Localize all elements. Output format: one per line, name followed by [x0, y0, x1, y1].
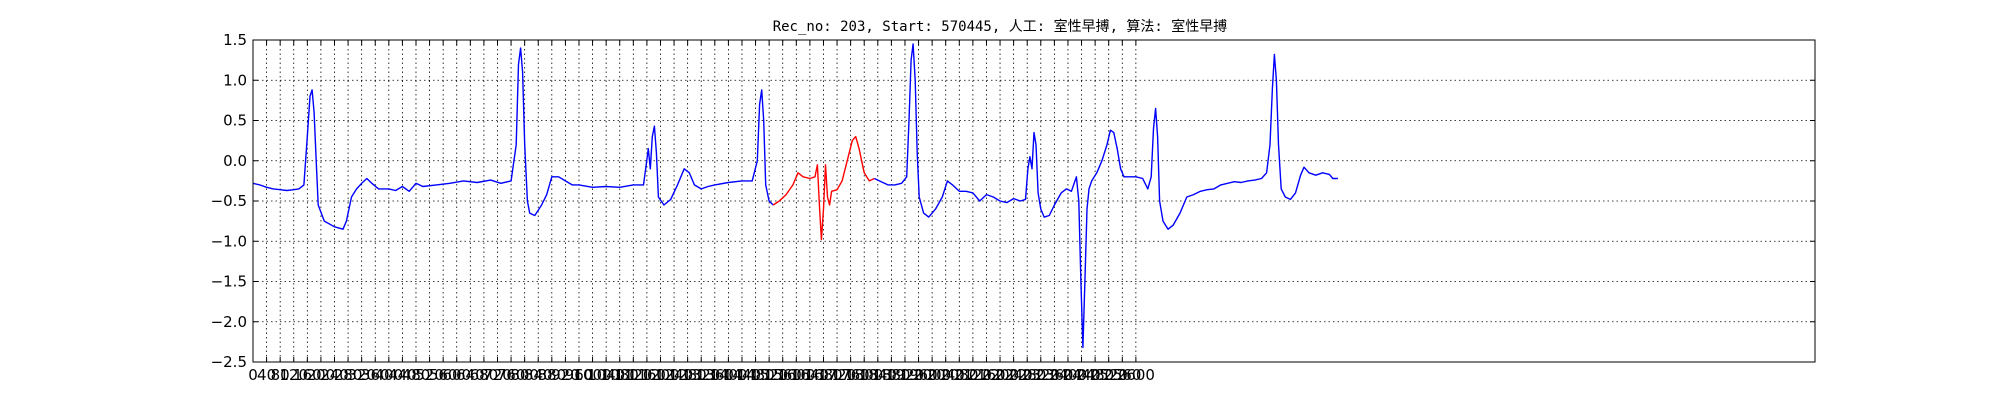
- x-tick-label: 640: [456, 366, 485, 384]
- x-tick-label: 720: [483, 366, 512, 384]
- chart-title: Rec_no: 203, Start: 570445, 人工: 室性早搏, 算法…: [772, 19, 1228, 35]
- grid-lines: [253, 40, 1815, 362]
- x-tick-label: 1480: [736, 366, 774, 384]
- x-tick-label: 200: [307, 366, 336, 384]
- x-tick-label: 1680: [804, 366, 842, 384]
- x-tick-label: 1920: [886, 366, 924, 384]
- x-tick-label: 1400: [709, 366, 747, 384]
- x-tick-label: 2120: [954, 366, 992, 384]
- x-tick-label: 360: [361, 366, 390, 384]
- series-group: [252, 43, 1338, 349]
- x-tick-label: 1240: [655, 366, 693, 384]
- x-tick-label: 2440: [1062, 366, 1100, 384]
- x-tick-label: 520: [415, 366, 444, 384]
- x-tick-label: 920: [551, 366, 580, 384]
- x-tick-label: 1360: [696, 366, 734, 384]
- x-tick-label: 2040: [927, 366, 965, 384]
- x-axis: 0 408012016020024028032036040044048052056…: [248, 40, 1155, 384]
- y-tick-label: 1.0: [223, 71, 247, 89]
- x-tick-label: 1200: [641, 366, 679, 384]
- x-tick-label: 80: [271, 366, 290, 384]
- x-tick-label: 1800: [845, 366, 883, 384]
- x-tick-label: 0: [248, 366, 258, 384]
- x-tick-label: 2240: [995, 366, 1033, 384]
- x-tick-label: 1880: [872, 366, 910, 384]
- x-tick-label: 440: [388, 366, 417, 384]
- x-tick-label: 2400: [1049, 366, 1087, 384]
- x-tick-label: 1440: [723, 366, 761, 384]
- x-tick-label: 840: [524, 366, 553, 384]
- y-tick-label: −1.5: [211, 273, 247, 291]
- x-tick-label: 2000: [913, 366, 951, 384]
- y-tick-label: 0.0: [223, 152, 247, 170]
- x-tick-label: 1320: [682, 366, 720, 384]
- x-tick-label: 40: [257, 366, 276, 384]
- x-tick-label: 2320: [1022, 366, 1060, 384]
- x-tick-label: 400: [375, 366, 404, 384]
- y-tick-label: −0.5: [211, 192, 247, 210]
- y-tick-label: 1.5: [223, 31, 247, 49]
- x-tick-label: 1760: [832, 366, 870, 384]
- x-tick-label: 760: [497, 366, 526, 384]
- x-tick-label: 2360: [1035, 366, 1073, 384]
- x-tick-label: 1160: [628, 366, 666, 384]
- x-tick-label: 2080: [940, 366, 978, 384]
- x-tick-label: 2200: [981, 366, 1019, 384]
- x-tick-label: 1720: [818, 366, 856, 384]
- x-tick-label: 1560: [764, 366, 802, 384]
- y-tick-label: 0.5: [223, 112, 247, 130]
- y-axis: 1.5 1.0 0.5 0.0 −0.5 −1.0 −1.5 −2.0 −2.5: [211, 31, 1815, 371]
- x-tick-label: 120: [279, 366, 308, 384]
- x-tick-label: 560: [429, 366, 458, 384]
- y-tick-label: −2.5: [211, 353, 247, 371]
- x-tick-label: 1840: [859, 366, 897, 384]
- series-line: [874, 43, 1338, 349]
- x-tick-label: 1960: [899, 366, 937, 384]
- x-tick-label: 1280: [669, 366, 707, 384]
- x-tick-label: 2280: [1008, 366, 1046, 384]
- x-tick-label: 800: [510, 366, 539, 384]
- x-tick-label: 1040: [587, 366, 625, 384]
- x-tick-label: 880: [537, 366, 566, 384]
- series-line: [772, 135, 875, 241]
- x-tick-label: 1640: [791, 366, 829, 384]
- x-tick-label: 680: [470, 366, 499, 384]
- x-tick-label: 2600: [1117, 366, 1155, 384]
- x-tick-label: 960: [565, 366, 594, 384]
- x-tick-label: 1600: [777, 366, 815, 384]
- x-tick-label: 2560: [1103, 366, 1141, 384]
- x-tick-label: 1120: [614, 366, 652, 384]
- x-tick-label: 240: [320, 366, 349, 384]
- x-tick-label: 1080: [601, 366, 639, 384]
- x-tick-label: 1000: [573, 366, 611, 384]
- series-line: [252, 47, 774, 230]
- y-tick-label: −1.0: [211, 232, 247, 250]
- x-tick-label: 480: [402, 366, 431, 384]
- x-tick-label: 600: [442, 366, 471, 384]
- x-tick-label: 2160: [967, 366, 1005, 384]
- x-tick-label: 2480: [1076, 366, 1114, 384]
- x-tick-label: 320: [347, 366, 376, 384]
- x-tick-label: 1520: [750, 366, 788, 384]
- x-tick-label: 160: [293, 366, 322, 384]
- y-tick-label: −2.0: [211, 313, 247, 331]
- x-tick-label: 280: [334, 366, 363, 384]
- x-tick-label: 2520: [1090, 366, 1128, 384]
